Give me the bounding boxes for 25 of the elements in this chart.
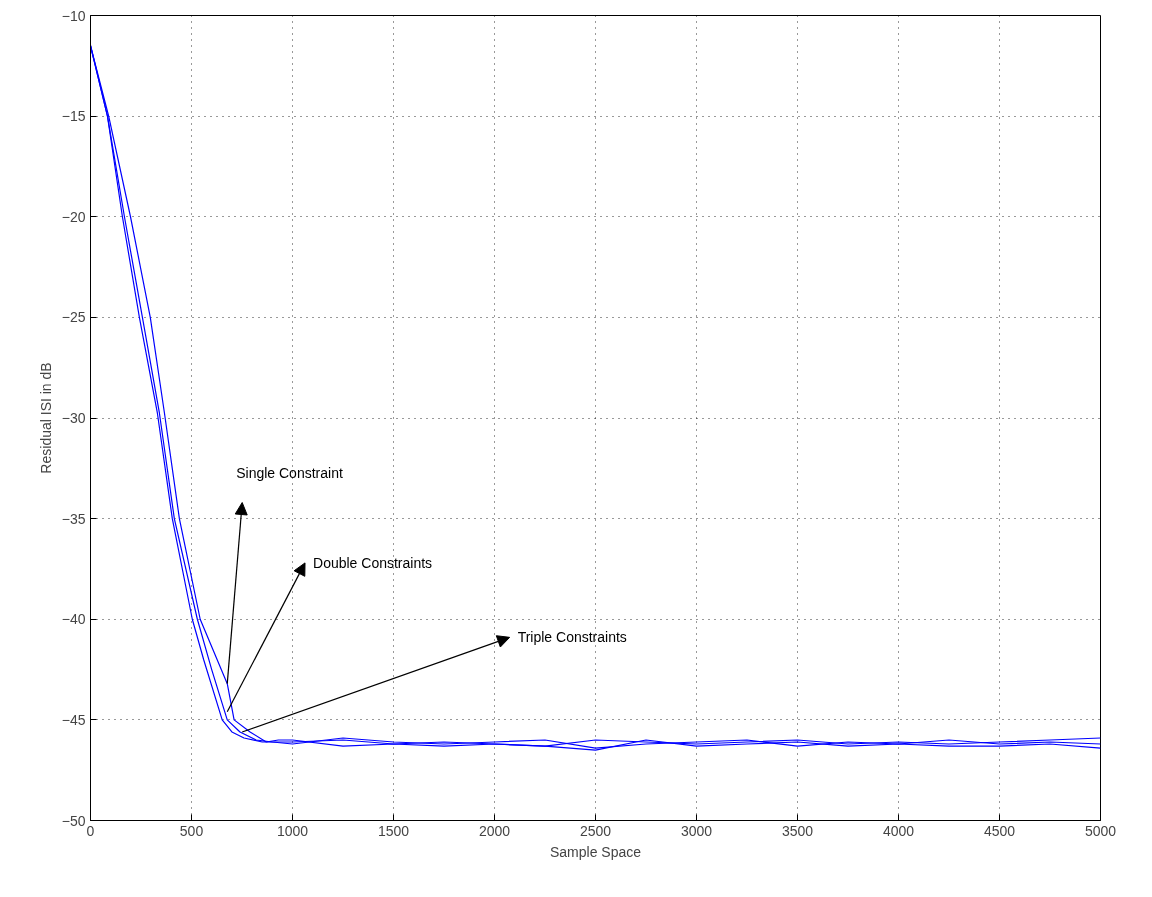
x-tick-label: 2000 bbox=[478, 822, 511, 839]
y-tick-label: −50 bbox=[61, 812, 86, 829]
x-tick-label: 3000 bbox=[680, 822, 713, 839]
y-tick-label: −20 bbox=[61, 208, 86, 225]
y-tick-label: −10 bbox=[61, 7, 86, 24]
y-tick-label: −25 bbox=[61, 309, 86, 326]
x-tick-label: 0 bbox=[86, 822, 95, 839]
y-tick-label: −30 bbox=[61, 410, 86, 426]
y-tick-label: −15 bbox=[61, 108, 86, 125]
x-tick-label: 500 bbox=[179, 822, 204, 839]
x-axis-title: Sample Space bbox=[549, 843, 642, 860]
x-tick-label: 1000 bbox=[276, 822, 309, 839]
y-tick-label: −35 bbox=[61, 510, 86, 527]
y-tick-label: −40 bbox=[61, 611, 86, 628]
annotation: Double Constraints bbox=[313, 554, 433, 571]
annotation: Triple Constraints bbox=[517, 629, 627, 646]
x-tick-label: 4500 bbox=[983, 822, 1016, 839]
x-tick-label: 1500 bbox=[377, 822, 410, 839]
x-tick-label: 3500 bbox=[781, 822, 814, 839]
x-tick-label: 4000 bbox=[882, 822, 915, 839]
y-axis-title: Residual ISI in dB bbox=[37, 362, 54, 474]
x-tick-label: 2500 bbox=[579, 822, 612, 839]
x-tick-label: 5000 bbox=[1084, 822, 1117, 839]
annotation: Single Constraint bbox=[236, 464, 343, 481]
y-tick-label: −45 bbox=[61, 711, 86, 728]
